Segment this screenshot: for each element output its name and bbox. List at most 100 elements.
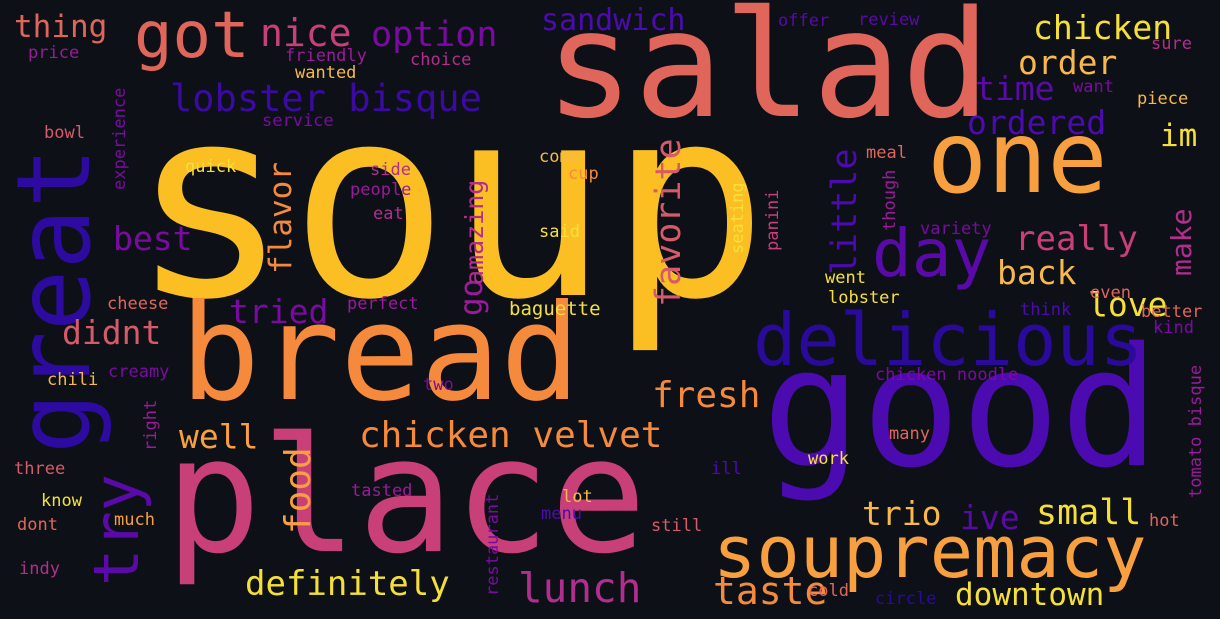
word-even: even xyxy=(1090,283,1131,303)
word-thing: thing xyxy=(14,9,108,45)
word-better: better xyxy=(1141,302,1203,322)
word-great: great xyxy=(0,146,114,454)
word-meal: meal xyxy=(866,143,907,163)
word-right: right xyxy=(141,399,161,451)
word-small: small xyxy=(1036,493,1142,533)
word-chili: chili xyxy=(47,370,99,390)
word-bread: bread xyxy=(180,277,581,431)
word-choice: choice xyxy=(410,50,472,70)
word-cheese: cheese xyxy=(107,294,169,314)
word-said: said xyxy=(539,222,580,242)
word-variety: variety xyxy=(920,219,992,239)
word-hot: hot xyxy=(1149,511,1180,531)
word-make: make xyxy=(1165,208,1198,276)
word-nice: nice xyxy=(260,11,352,55)
word-time: time xyxy=(975,69,1055,108)
word-price: price xyxy=(28,43,80,63)
word-amazing: amazing xyxy=(460,179,489,285)
word-try: try xyxy=(80,474,153,586)
word-tomato-bisque: tomato bisque xyxy=(1186,364,1206,498)
word-perfect: perfect xyxy=(347,294,419,314)
word-cold: cold xyxy=(808,581,849,601)
word-three: three xyxy=(14,459,66,479)
word-good: good xyxy=(762,312,1160,504)
word-side: side xyxy=(370,160,411,180)
word-seating: seating xyxy=(728,182,748,254)
word-though: though xyxy=(880,169,900,231)
word-many: many xyxy=(889,424,930,444)
word-know: know xyxy=(41,491,82,511)
word-restaurant: restaurant xyxy=(483,493,503,596)
word-favorite: favorite xyxy=(649,138,689,307)
word-salad: salad xyxy=(545,0,991,151)
word-lunch: lunch xyxy=(518,564,642,612)
word-didnt: didnt xyxy=(62,313,162,352)
word-want: want xyxy=(1073,77,1114,97)
word-come: come xyxy=(539,147,580,167)
word-dont: dont xyxy=(17,515,58,535)
word-soup: soup xyxy=(130,50,769,358)
word-chicken-noodle: chicken noodle xyxy=(875,365,1019,385)
word-soupremacy: soupremacy xyxy=(713,510,1147,594)
word-lobster-bisque: lobster bisque xyxy=(170,77,482,120)
word-day: day xyxy=(872,215,992,292)
word-definitely: definitely xyxy=(245,564,450,604)
word-fresh: fresh xyxy=(652,375,761,416)
word-trio: trio xyxy=(862,494,942,533)
word-friendly: friendly xyxy=(285,46,367,66)
word-eat: eat xyxy=(373,204,404,224)
word-really: really xyxy=(1015,219,1138,259)
word-option: option xyxy=(371,15,498,55)
word-little: little xyxy=(825,148,865,275)
word-tried: tried xyxy=(229,292,329,331)
word-one: one xyxy=(927,99,1108,216)
word-much: much xyxy=(114,510,155,530)
word-back: back xyxy=(997,253,1077,292)
word-ive: ive xyxy=(960,498,1020,537)
word-bowl: bowl xyxy=(44,123,85,143)
word-order: order xyxy=(1018,43,1118,82)
word-sandwich: sandwich xyxy=(541,3,686,38)
word-baguette: baguette xyxy=(509,298,601,320)
word-best: best xyxy=(113,219,193,258)
word-experience: experience xyxy=(110,87,130,190)
word-think: think xyxy=(1020,300,1072,320)
word-got: got xyxy=(134,0,250,73)
word-indy: indy xyxy=(19,559,60,579)
word-two: two xyxy=(423,375,454,395)
word-kind: kind xyxy=(1153,318,1194,338)
word-work: work xyxy=(808,449,849,469)
word-people: people xyxy=(350,180,412,200)
word-chicken-velvet: chicken velvet xyxy=(359,415,663,456)
word-piece: piece xyxy=(1137,89,1189,109)
word-place: place xyxy=(165,402,647,589)
word-well: well xyxy=(179,417,259,456)
word-im: im xyxy=(1160,118,1198,154)
word-downtown: downtown xyxy=(955,577,1105,613)
word-review: review xyxy=(858,10,920,30)
word-wanted: wanted xyxy=(295,63,357,83)
word-ordered: ordered xyxy=(967,103,1107,142)
word-menu: menu xyxy=(541,504,582,524)
word-tasted: tasted xyxy=(351,481,413,501)
word-still: still xyxy=(651,516,703,536)
word-taste: taste xyxy=(713,569,828,613)
word-chicken: chicken xyxy=(1033,8,1173,47)
word-panini: panini xyxy=(763,189,783,251)
word-creamy: creamy xyxy=(108,362,170,382)
word-ill: ill xyxy=(711,459,742,479)
word-service: service xyxy=(262,111,334,131)
word-circle: circle xyxy=(875,589,937,609)
word-food: food xyxy=(278,447,319,534)
word-love: love xyxy=(1088,285,1168,324)
word-delicious: delicious xyxy=(753,298,1144,382)
word-lobster: lobster xyxy=(828,288,900,308)
word-cup: cup xyxy=(568,164,599,184)
word-went: went xyxy=(825,268,866,288)
word-offer: offer xyxy=(778,11,830,31)
word-quick: quick xyxy=(185,157,237,177)
word-flavor: flavor xyxy=(263,162,299,274)
word-sure: sure xyxy=(1151,34,1192,54)
word-lot: lot xyxy=(562,487,593,507)
